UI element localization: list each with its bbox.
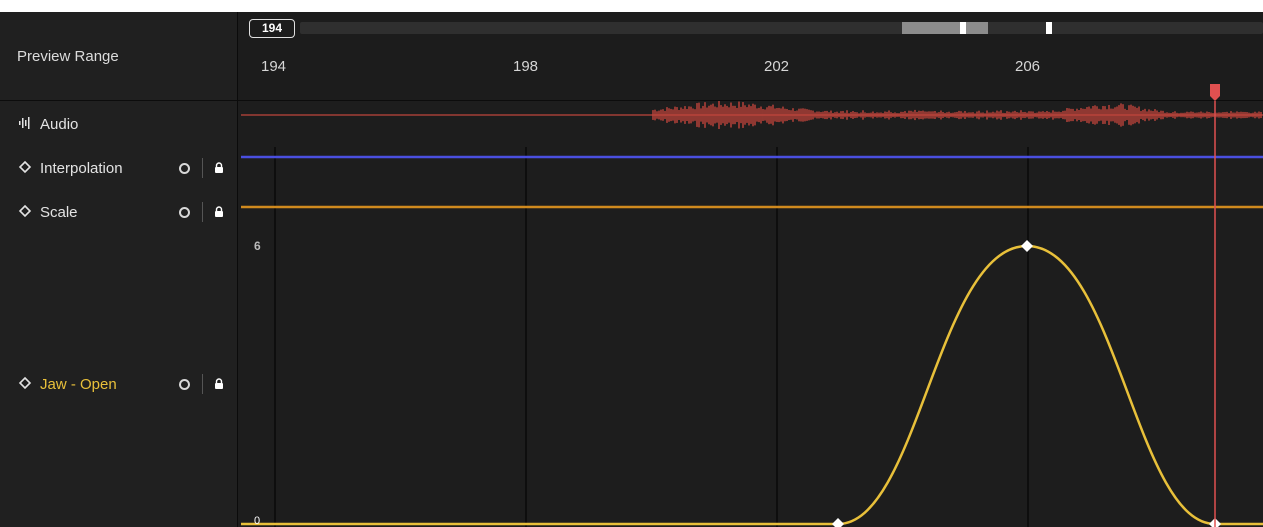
record-toggle-icon[interactable] xyxy=(179,207,190,218)
range-end-handle[interactable] xyxy=(1046,22,1052,34)
timeline-scrollbar[interactable] xyxy=(300,22,1263,34)
track-label-jaw-open: Jaw - Open xyxy=(40,376,117,393)
preview-range-bar[interactable] xyxy=(902,22,988,34)
track-lanes[interactable]: 6 0 xyxy=(238,101,1263,527)
track-row-interpolation[interactable]: Interpolation xyxy=(0,157,237,181)
playhead-handle[interactable] xyxy=(1210,84,1220,101)
lock-icon[interactable] xyxy=(214,206,224,218)
audio-waveform-icon xyxy=(19,117,30,129)
lock-icon[interactable] xyxy=(214,162,224,174)
jaw-open-curve[interactable] xyxy=(241,244,1263,526)
lock-icon[interactable] xyxy=(214,378,224,390)
tick-label: 206 xyxy=(1015,58,1041,75)
preview-range-header: Preview Range xyxy=(0,12,237,101)
tick-label: 194 xyxy=(261,58,287,75)
tick-label: 198 xyxy=(513,58,539,75)
value-min-label: 0 xyxy=(254,515,261,527)
divider xyxy=(202,374,203,394)
value-max-label: 6 xyxy=(254,239,261,253)
keyframe-diamond-icon[interactable] xyxy=(18,204,32,218)
time-ruler[interactable]: 194 194 198 202 206 xyxy=(238,12,1263,101)
keyframe-diamond-icon[interactable] xyxy=(18,160,32,174)
keyframe-marker[interactable] xyxy=(1021,240,1033,252)
divider xyxy=(202,202,203,222)
track-label-interpolation: Interpolation xyxy=(40,160,123,177)
keyframe-marker[interactable] xyxy=(832,518,844,527)
tick-label: 202 xyxy=(764,58,790,75)
current-frame-field[interactable]: 194 xyxy=(249,19,295,38)
track-list-panel: Preview Range Audio Interpolation xyxy=(0,12,238,527)
record-toggle-icon[interactable] xyxy=(179,379,190,390)
track-row-audio[interactable]: Audio xyxy=(0,113,237,137)
audio-waveform xyxy=(241,101,1263,130)
track-row-scale[interactable]: Scale xyxy=(0,201,237,225)
track-label-scale: Scale xyxy=(40,204,78,221)
curve-canvas[interactable] xyxy=(238,101,1263,527)
divider xyxy=(202,158,203,178)
track-label-audio: Audio xyxy=(40,116,79,133)
animation-timeline-editor: Preview Range Audio Interpolation xyxy=(0,12,1263,527)
range-start-handle[interactable] xyxy=(960,22,966,34)
preview-range-label: Preview Range xyxy=(17,48,119,65)
track-row-jaw-open[interactable]: Jaw - Open xyxy=(0,373,237,397)
record-toggle-icon[interactable] xyxy=(179,163,190,174)
keyframe-diamond-icon[interactable] xyxy=(18,376,32,390)
timeline-area[interactable]: 194 194 198 202 206 xyxy=(238,12,1263,527)
